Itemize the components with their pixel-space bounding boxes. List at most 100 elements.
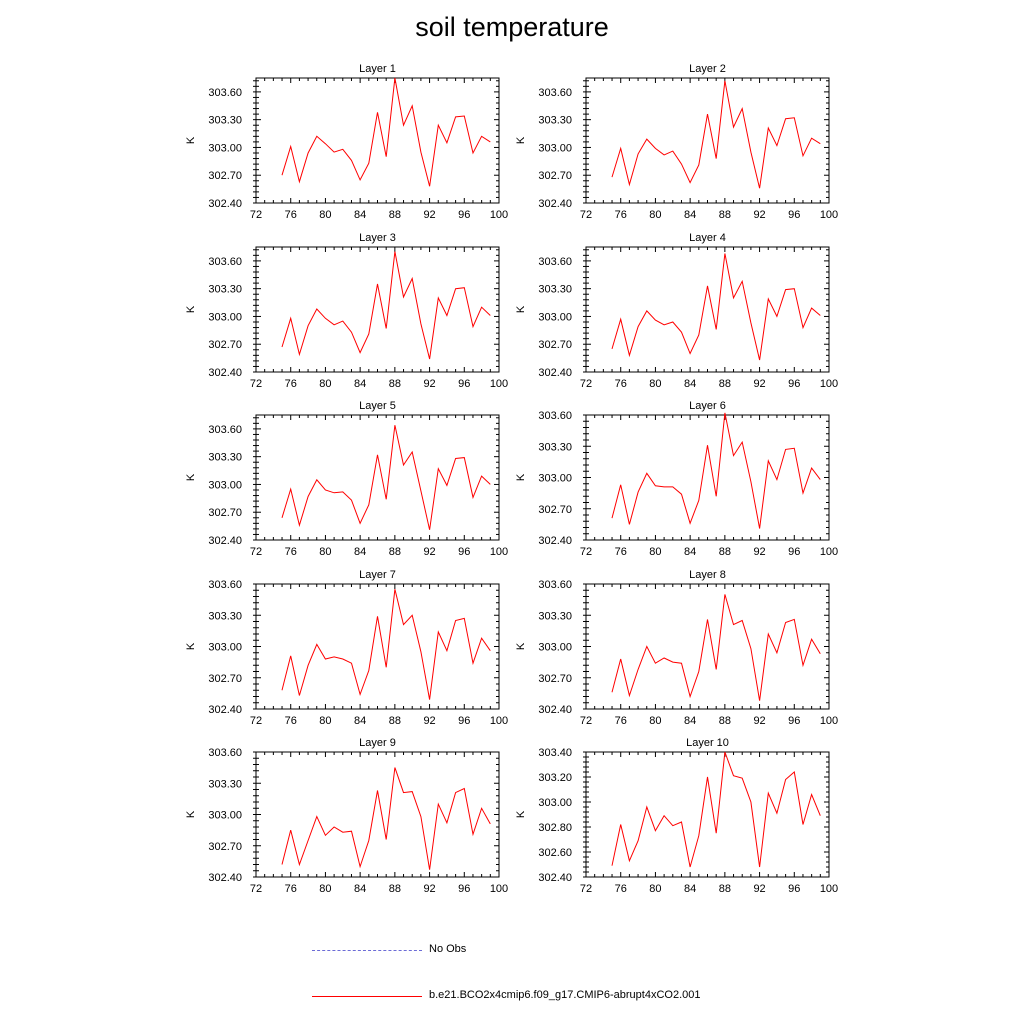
y-tick-label: 302.70 bbox=[208, 339, 242, 351]
x-tick-label: 72 bbox=[250, 715, 262, 727]
x-tick-label: 80 bbox=[649, 546, 661, 558]
y-axis-label: K bbox=[185, 473, 197, 481]
y-axis-label: K bbox=[185, 642, 197, 650]
y-tick-label: 303.00 bbox=[538, 142, 572, 154]
y-tick-label: 303.30 bbox=[208, 115, 242, 127]
x-tick-label: 100 bbox=[820, 715, 838, 727]
series-line bbox=[611, 751, 821, 868]
x-tick-label: 96 bbox=[788, 209, 800, 221]
y-tick-label: 303.30 bbox=[208, 610, 242, 622]
x-tick-label: 80 bbox=[649, 883, 661, 895]
x-tick-label: 92 bbox=[423, 715, 435, 727]
x-tick-label: 92 bbox=[423, 378, 435, 390]
y-tick-label: 302.40 bbox=[208, 872, 242, 884]
x-tick-label: 100 bbox=[490, 209, 508, 221]
legend-model-label: b.e21.BCO2x4cmip6.f09_g17.CMIP6-abrupt4x… bbox=[429, 989, 701, 1001]
x-tick-label: 72 bbox=[580, 715, 592, 727]
x-tick-label: 80 bbox=[649, 715, 661, 727]
panel-layer-2: Layer 2 K 72 76 80 84 88 92 96 100 302.40 302.70 303… bbox=[515, 63, 838, 221]
x-tick-label: 100 bbox=[820, 378, 838, 390]
panel-title: Layer 1 bbox=[359, 63, 396, 75]
panel-title: Layer 8 bbox=[689, 569, 726, 581]
x-tick-label: 88 bbox=[389, 546, 401, 558]
x-tick-label: 72 bbox=[580, 546, 592, 558]
y-tick-label: 303.30 bbox=[208, 778, 242, 790]
y-tick-label: 303.60 bbox=[208, 747, 242, 759]
x-tick-label: 84 bbox=[684, 883, 696, 895]
x-tick-label: 88 bbox=[719, 883, 731, 895]
x-tick-label: 80 bbox=[319, 209, 331, 221]
y-tick-label: 302.70 bbox=[538, 339, 572, 351]
x-tick-label: 96 bbox=[458, 378, 470, 390]
x-tick-label: 88 bbox=[719, 209, 731, 221]
y-tick-label: 303.00 bbox=[208, 810, 242, 822]
x-tick-label: 84 bbox=[354, 546, 366, 558]
series-line bbox=[281, 767, 491, 870]
y-tick-label: 303.60 bbox=[208, 424, 242, 436]
series-line bbox=[611, 412, 821, 529]
x-tick-label: 88 bbox=[389, 883, 401, 895]
y-tick-label: 303.60 bbox=[538, 410, 572, 422]
x-tick-label: 96 bbox=[458, 209, 470, 221]
series-line bbox=[611, 253, 821, 361]
y-tick-label: 302.40 bbox=[538, 872, 572, 884]
x-tick-label: 100 bbox=[820, 546, 838, 558]
x-tick-label: 72 bbox=[250, 546, 262, 558]
x-tick-label: 92 bbox=[753, 209, 765, 221]
panel-layer-3: Layer 3 K 72 76 80 84 88 92 96 100 302.40 302.70 303… bbox=[185, 232, 508, 390]
x-tick-label: 80 bbox=[319, 546, 331, 558]
x-tick-label: 76 bbox=[615, 209, 627, 221]
y-tick-label: 302.70 bbox=[208, 841, 242, 853]
y-tick-label: 303.60 bbox=[208, 579, 242, 591]
plot-frame bbox=[255, 77, 500, 204]
x-tick-label: 72 bbox=[580, 883, 592, 895]
panel-layer-10: Layer 10 K 72 76 80 84 88 92 96 100 302.40 302.60 30… bbox=[515, 737, 838, 895]
series-line bbox=[611, 594, 821, 701]
y-axis-label: K bbox=[185, 305, 197, 313]
series-line bbox=[611, 80, 821, 189]
y-tick-label: 302.70 bbox=[538, 673, 572, 685]
x-tick-label: 80 bbox=[319, 715, 331, 727]
x-tick-label: 76 bbox=[615, 378, 627, 390]
series-line bbox=[281, 425, 491, 530]
y-tick-label: 302.40 bbox=[538, 704, 572, 716]
x-tick-label: 100 bbox=[490, 883, 508, 895]
panel-title: Layer 2 bbox=[689, 63, 726, 75]
y-tick-label: 303.30 bbox=[538, 115, 572, 127]
x-tick-label: 92 bbox=[753, 715, 765, 727]
x-tick-label: 88 bbox=[719, 378, 731, 390]
plot-frame bbox=[585, 77, 830, 204]
x-tick-label: 96 bbox=[788, 546, 800, 558]
plot-frame bbox=[585, 751, 830, 878]
x-tick-label: 84 bbox=[354, 378, 366, 390]
x-tick-label: 100 bbox=[820, 209, 838, 221]
y-tick-label: 302.40 bbox=[208, 367, 242, 379]
plot-frame bbox=[255, 751, 500, 878]
y-axis-label: K bbox=[185, 810, 197, 818]
x-tick-label: 96 bbox=[458, 546, 470, 558]
y-tick-label: 303.00 bbox=[538, 473, 572, 485]
x-tick-label: 92 bbox=[423, 209, 435, 221]
y-tick-label: 303.00 bbox=[538, 311, 572, 323]
plot-frame bbox=[255, 414, 500, 541]
x-tick-label: 96 bbox=[788, 883, 800, 895]
y-tick-label: 302.70 bbox=[208, 673, 242, 685]
y-tick-label: 302.40 bbox=[538, 367, 572, 379]
x-tick-label: 76 bbox=[285, 715, 297, 727]
x-tick-label: 96 bbox=[458, 883, 470, 895]
x-tick-label: 76 bbox=[285, 378, 297, 390]
x-tick-label: 72 bbox=[250, 378, 262, 390]
panel-title: Layer 3 bbox=[359, 232, 396, 244]
panel-title: Layer 7 bbox=[359, 569, 396, 581]
y-tick-label: 303.60 bbox=[538, 87, 572, 99]
plot-frame bbox=[255, 583, 500, 710]
plot-frame bbox=[585, 414, 830, 541]
panel-layer-6: Layer 6 K 72 76 80 84 88 92 96 100 302.40 302.70 303… bbox=[515, 400, 838, 558]
x-tick-label: 92 bbox=[753, 546, 765, 558]
panel-layer-4: Layer 4 K 72 76 80 84 88 92 96 100 302.40 302.70 303… bbox=[515, 232, 838, 390]
y-tick-label: 302.60 bbox=[538, 847, 572, 859]
x-tick-label: 76 bbox=[615, 546, 627, 558]
plot-frame bbox=[585, 583, 830, 710]
y-tick-label: 302.40 bbox=[208, 198, 242, 210]
y-axis-label: K bbox=[515, 473, 527, 481]
